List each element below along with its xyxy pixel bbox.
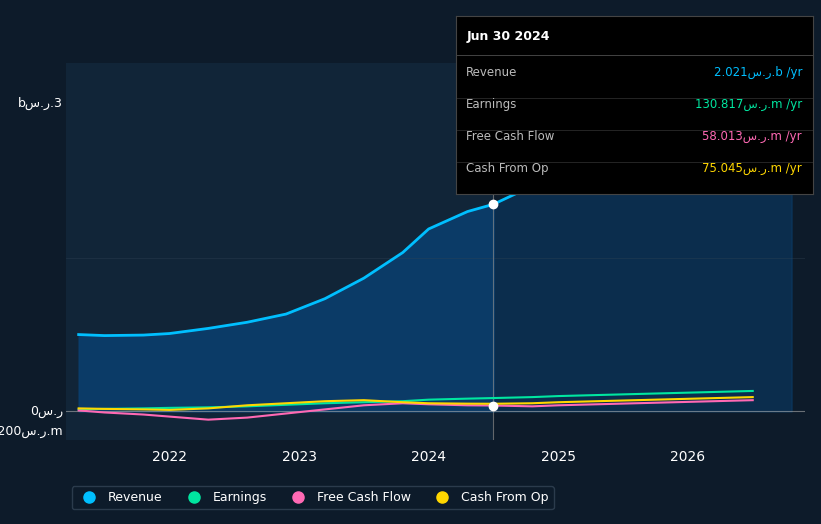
- Legend: Revenue, Earnings, Free Cash Flow, Cash From Op: Revenue, Earnings, Free Cash Flow, Cash …: [72, 486, 553, 509]
- Text: 0س.ر: 0س.ر: [30, 405, 63, 418]
- Text: 75.045س.ر.m /yr: 75.045س.ر.m /yr: [702, 162, 802, 175]
- Bar: [66, 63, 493, 440]
- Text: bس.ر.3: bس.ر.3: [18, 97, 63, 111]
- Text: Free Cash Flow: Free Cash Flow: [466, 130, 555, 143]
- Text: -200س.ر.m: -200س.ر.m: [0, 425, 63, 439]
- Text: Earnings: Earnings: [466, 97, 518, 111]
- Text: Past: Past: [461, 98, 487, 111]
- Text: Jun 30 2024: Jun 30 2024: [466, 30, 550, 43]
- Text: Cash From Op: Cash From Op: [466, 162, 549, 175]
- Text: Revenue: Revenue: [466, 66, 518, 79]
- Text: 130.817س.ر.m /yr: 130.817س.ر.m /yr: [695, 97, 802, 111]
- Text: 2.021س.ر.b /yr: 2.021س.ر.b /yr: [713, 66, 802, 79]
- Text: Analysts Forecasts: Analysts Forecasts: [500, 98, 617, 111]
- Text: 58.013س.ر.m /yr: 58.013س.ر.m /yr: [703, 130, 802, 143]
